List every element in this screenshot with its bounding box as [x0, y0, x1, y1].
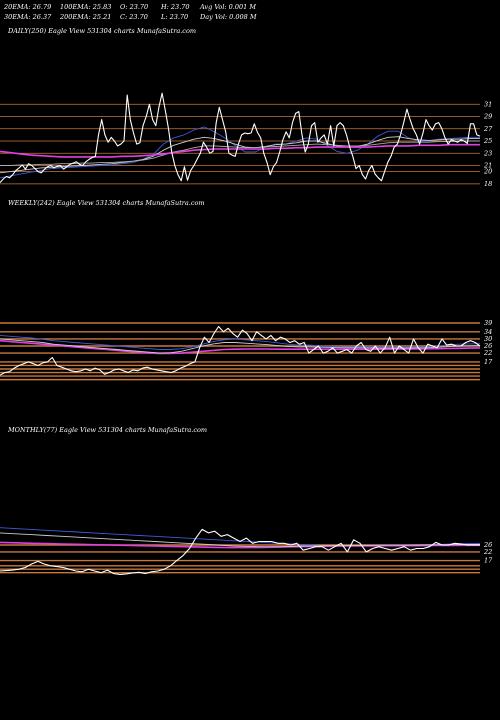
monthly-y-tick: 22	[483, 548, 492, 556]
weekly-panel-title: WEEKLY(242) Eagle View 531304 charts Mun…	[8, 199, 205, 207]
daily-y-tick: 21	[483, 162, 492, 170]
weekly-y-tick: 30	[484, 335, 492, 343]
stat-low: L: 23.70	[161, 13, 189, 21]
monthly-ema-light-series	[0, 532, 481, 548]
stat-ema100: 100EMA: 25.83	[60, 3, 112, 11]
daily-panel-title: DAILY(250) Eagle View 531304 charts Muna…	[8, 27, 197, 35]
stat-open: O: 23.70	[120, 3, 149, 11]
stat-ema30: 30EMA: 26.37	[4, 13, 52, 21]
monthly-price-series	[0, 528, 480, 575]
daily-y-tick: 23	[483, 149, 492, 157]
weekly-ema-pink-series	[0, 339, 481, 355]
daily-y-tick: 18	[484, 180, 492, 188]
monthly-panel-title: MONTHLY(77) Eagle View 531304 charts Mun…	[8, 426, 208, 434]
monthly-y-tick: 26	[483, 541, 492, 549]
weekly-price-series	[0, 325, 481, 376]
stat-ema200: 200EMA: 25.21	[60, 13, 112, 21]
daily-ema-long-series	[0, 143, 480, 158]
monthly-y-tick: 17	[484, 557, 493, 565]
daily-ema-fast-series	[0, 126, 480, 179]
daily-y-tick: 29	[483, 113, 492, 121]
weekly-y-tick: 26	[483, 342, 492, 350]
stat-ema20: 20EMA: 26.79	[4, 3, 52, 11]
daily-y-tick: 20	[483, 168, 492, 176]
weekly-ema-light-series	[0, 338, 481, 354]
stat-close: C: 23.70	[120, 13, 148, 21]
daily-ema-slow-series	[0, 140, 480, 166]
weekly-y-tick: 22	[483, 349, 492, 357]
monthly-ema-pink-series	[0, 541, 480, 549]
daily-y-tick: 25	[483, 137, 492, 145]
daily-price-series	[0, 92, 481, 184]
stat-high: H: 23.70	[161, 3, 190, 11]
stat-avg-vol: Avg Vol: 0.001 M	[200, 3, 257, 11]
daily-y-tick: 27	[483, 125, 493, 133]
daily-y-tick: 31	[484, 100, 492, 108]
weekly-y-tick: 39	[484, 319, 492, 327]
weekly-y-tick: 34	[484, 328, 492, 336]
stat-day-vol: Day Vol: 0.008 M	[200, 13, 257, 21]
weekly-y-tick: 17	[484, 358, 493, 366]
